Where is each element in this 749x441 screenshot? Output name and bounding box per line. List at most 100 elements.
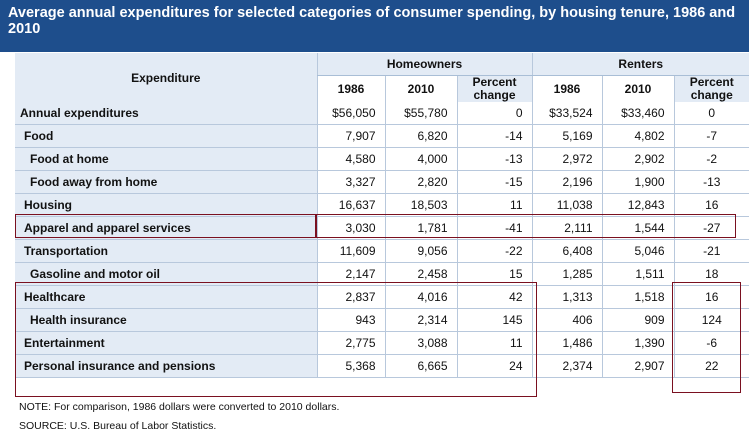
homeowners-pct-value: -13 (456, 147, 532, 171)
note-text: NOTE: For comparison, 1986 dollars were … (19, 401, 340, 413)
renters-2010-header: 2010 (601, 75, 674, 102)
renters-pct-value: 18 (673, 262, 749, 286)
homeowners-2010-value: 4,000 (384, 147, 457, 171)
homeowners-2010-value: 4,016 (384, 285, 457, 309)
table-row: Transportation 11,609 9,056 -22 6,408 5,046 -2… (15, 239, 749, 263)
homeowners-pct-value: -41 (456, 216, 532, 240)
homeowners-pct-value: -14 (456, 124, 532, 148)
homeowners-2010-value: $55,780 (384, 102, 457, 125)
renters-pct-value: 16 (673, 193, 749, 217)
homeowners-pct-header: Percent change (456, 75, 532, 102)
renters-2010-value: 1,511 (601, 262, 674, 286)
table-row: Housing 16,637 18,503 11 11,038 12,843 16 (15, 193, 749, 217)
renters-1986-value: 406 (531, 308, 602, 332)
homeowners-1986-value: 2,147 (316, 262, 385, 286)
renters-1986-value: 2,374 (531, 354, 602, 378)
renters-1986-value: 2,972 (531, 147, 602, 171)
row-label: Food (15, 124, 317, 148)
renters-pct-value: -27 (673, 216, 749, 240)
table-row: Food away from home 3,327 2,820 -15 2,196 1,9… (15, 170, 749, 194)
homeowners-2010-value: 18,503 (384, 193, 457, 217)
homeowners-1986-value: 3,327 (316, 170, 385, 194)
homeowners-pct-value: 11 (456, 193, 532, 217)
table-row: Personal insurance and pensions 5,368 6,66… (15, 354, 749, 378)
renters-pct-value: -2 (673, 147, 749, 171)
homeowners-1986-value: 11,609 (316, 239, 385, 263)
renters-1986-value: 2,111 (531, 216, 602, 240)
homeowners-2010-value: 2,314 (384, 308, 457, 332)
renters-pct-value: 22 (673, 354, 749, 378)
homeowners-1986-value: 7,907 (316, 124, 385, 148)
homeowners-1986-value: 4,580 (316, 147, 385, 171)
homeowners-1986-value: 2,837 (316, 285, 385, 309)
row-label: Gasoline and motor oil (15, 262, 317, 286)
renters-2010-value: 1,544 (601, 216, 674, 240)
housing-highlight-right (316, 214, 736, 238)
homeowners-2010-value: 2,458 (384, 262, 457, 286)
renters-2010-value: 2,902 (601, 147, 674, 171)
renters-2010-value: 1,900 (601, 170, 674, 194)
renters-1986-value: 1,285 (531, 262, 602, 286)
homeowners-pct-value: -22 (456, 239, 532, 263)
renters-1986-value: 11,038 (531, 193, 602, 217)
renters-pct-value: -21 (673, 239, 749, 263)
row-label: Housing (15, 193, 317, 217)
row-label: Food away from home (15, 170, 317, 194)
homeowners-pct-value: 24 (456, 354, 532, 378)
renters-1986-value: 1,313 (531, 285, 602, 309)
source-text: SOURCE: U.S. Bureau of Labor Statistics. (19, 420, 217, 432)
row-label: Personal insurance and pensions (15, 354, 317, 378)
renters-pct-header: Percent change (673, 75, 749, 102)
table-row: Food 7,907 6,820 -14 5,169 4,802 -7 (15, 124, 749, 148)
row-label: Transportation (15, 239, 317, 263)
housing-highlight-left (15, 214, 316, 238)
homeowners-1986-value: 943 (316, 308, 385, 332)
row-label: Entertainment (15, 331, 317, 355)
row-label: Apparel and apparel services (15, 216, 317, 240)
renters-pct-value: -6 (673, 331, 749, 355)
renters-2010-value: 2,907 (601, 354, 674, 378)
renters-2010-value: 1,518 (601, 285, 674, 309)
homeowners-2010-value: 3,088 (384, 331, 457, 355)
homeowners-2010-value: 9,056 (384, 239, 457, 263)
homeowners-1986-value: 3,030 (316, 216, 385, 240)
renters-1986-value: 2,196 (531, 170, 602, 194)
renters-pct-value: -7 (673, 124, 749, 148)
homeowners-pct-value: 0 (456, 102, 532, 125)
row-label: Healthcare (15, 285, 317, 309)
renters-pct-highlight-box (672, 282, 741, 393)
homeowners-2010-value: 2,820 (384, 170, 457, 194)
table-row: Food at home 4,580 4,000 -13 2,972 2,902 -2 (15, 147, 749, 171)
row-label: Annual expenditures (15, 102, 317, 125)
renters-1986-value: 6,408 (531, 239, 602, 263)
table-row: Entertainment 2,775 3,088 11 1,486 1,390 -6 (15, 331, 749, 355)
homeowners-pct-value: -15 (456, 170, 532, 194)
renters-pct-value: 16 (673, 285, 749, 309)
renters-1986-value: 5,169 (531, 124, 602, 148)
table-row: Annual expenditures $56,050 $55,780 0 $33,52… (15, 102, 749, 125)
renters-1986-header: 1986 (531, 75, 602, 102)
homeowners-1986-value: 2,775 (316, 331, 385, 355)
homeowners-pct-value: 42 (456, 285, 532, 309)
table-row: Healthcare 2,837 4,016 42 1,313 1,518 16 (15, 285, 749, 309)
homeowners-2010-value: 6,820 (384, 124, 457, 148)
row-label: Food at home (15, 147, 317, 171)
homeowners-2010-value: 1,781 (384, 216, 457, 240)
homeowners-1986-value: $56,050 (316, 102, 385, 125)
homeowners-pct-value: 15 (456, 262, 532, 286)
homeowners-1986-value: 16,637 (316, 193, 385, 217)
renters-2010-value: 909 (601, 308, 674, 332)
row-label: Health insurance (15, 308, 317, 332)
renters-pct-value: -13 (673, 170, 749, 194)
homeowners-pct-value: 145 (456, 308, 532, 332)
homeowners-highlight-box (15, 282, 537, 397)
homeowners-1986-value: 5,368 (316, 354, 385, 378)
homeowners-2010-header: 2010 (384, 75, 457, 102)
renters-1986-value: $33,524 (531, 102, 602, 125)
homeowners-2010-value: 6,665 (384, 354, 457, 378)
homeowners-pct-value: 11 (456, 331, 532, 355)
renters-2010-value: $33,460 (601, 102, 674, 125)
table-row: Apparel and apparel services 3,030 1,781 -4… (15, 216, 749, 240)
renters-2010-value: 4,802 (601, 124, 674, 148)
expenditure-table: Expenditure Homeowners Renters 1986 2010… (15, 53, 749, 378)
